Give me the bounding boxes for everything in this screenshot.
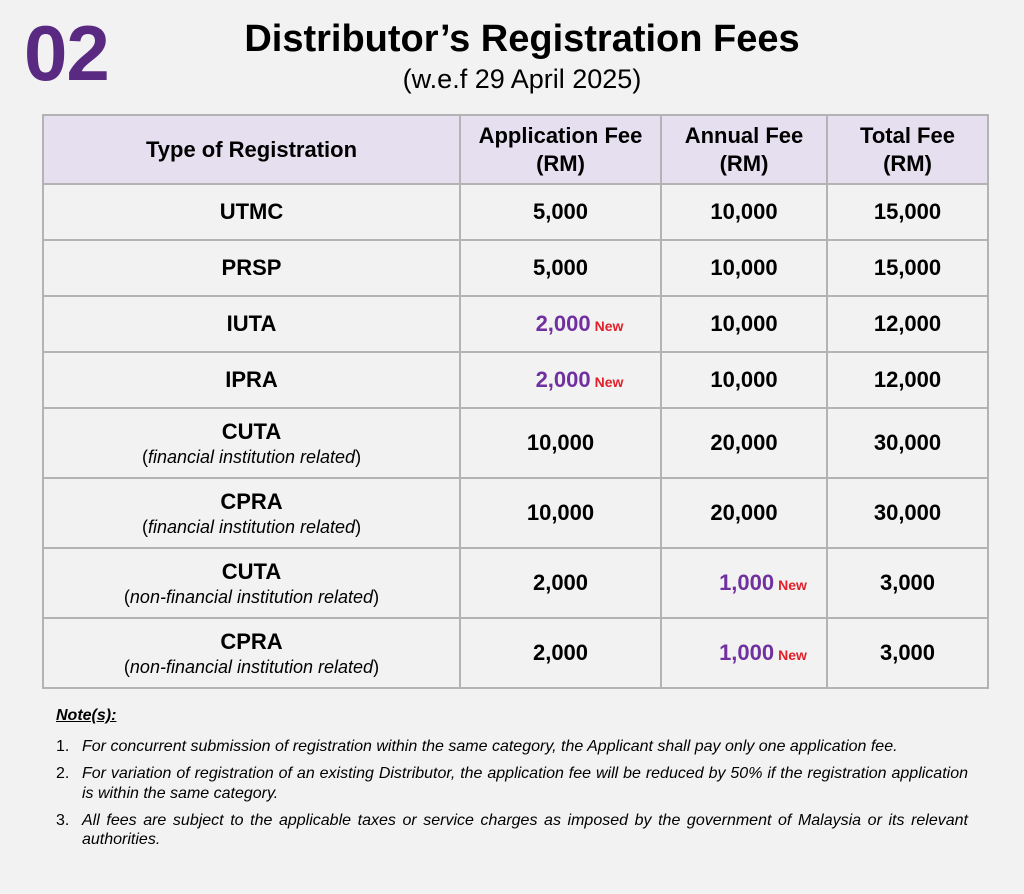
registration-type-note: (non-financial institution related) — [123, 656, 380, 677]
note-number: 2. — [56, 765, 70, 783]
note-item: 3. All fees are subject to the applicabl… — [56, 811, 968, 849]
cell-application-fee: 5,000 — [459, 239, 662, 297]
note-item: 1. For concurrent submission of registra… — [56, 737, 968, 756]
col-header-application-fee: Application Fee (RM) — [459, 114, 662, 185]
note-text: All fees are subject to the applicable t… — [82, 811, 968, 848]
cell-type: IPRA — [42, 351, 461, 409]
registration-type-note: (financial institution related) — [141, 516, 362, 537]
registration-type: IUTA — [226, 311, 277, 336]
col-header-unit: (RM) — [883, 150, 932, 176]
cell-annual-fee: 20,000 — [660, 477, 828, 549]
cell-total-fee: 15,000 — [826, 239, 989, 297]
note-text: For concurrent submission of registratio… — [82, 738, 898, 756]
cell-annual-fee: 10,000 — [660, 239, 828, 297]
table-row: PRSP 5,000 10,000 15,000 — [42, 239, 989, 297]
table-row: IUTA 2,000 New 10,000 12,000 — [42, 295, 989, 353]
cell-type: CUTA (non-financial institution related) — [42, 547, 461, 619]
new-fee-value: 1,000 — [719, 570, 775, 595]
cell-annual-fee: 10,000 — [660, 351, 828, 409]
cell-total-fee: 12,000 — [826, 351, 989, 409]
cell-application-fee: 2,000 New — [459, 295, 662, 353]
col-header-annual-fee: Annual Fee (RM) — [660, 114, 828, 185]
fees-table: Type of Registration Application Fee (RM… — [42, 114, 989, 689]
col-header-type: Type of Registration — [42, 114, 461, 185]
new-fee-value: 2,000 — [535, 367, 591, 392]
page-subtitle: (w.e.f 29 April 2025) — [402, 64, 642, 94]
col-header-label: Total Fee — [860, 123, 955, 148]
cell-type: IUTA — [42, 295, 461, 353]
cell-annual-fee: 1,000 New — [660, 547, 828, 619]
note-text: For variation of registration of an exis… — [82, 765, 968, 802]
cell-type: CPRA (non-financial institution related) — [42, 617, 461, 689]
registration-type-note-text: non-financial institution related — [129, 586, 374, 607]
cell-annual-fee: 1,000 New — [660, 617, 828, 689]
cell-application-fee: 2,000 — [459, 547, 662, 619]
table-row: CPRA (non-financial institution related)… — [42, 617, 989, 689]
registration-type: CUTA — [221, 558, 282, 584]
notes-title: Note(s): — [56, 707, 117, 724]
col-header-unit: (RM) — [719, 150, 769, 176]
table-row: CUTA (non-financial institution related)… — [42, 547, 989, 619]
cell-total-fee: 30,000 — [826, 477, 989, 549]
col-header-label: Type of Registration — [145, 136, 358, 162]
cell-application-fee: 10,000 — [459, 477, 662, 549]
col-header-label: Annual Fee — [684, 123, 804, 148]
registration-type-note-text: financial institution related — [147, 446, 356, 467]
col-header-total-fee: Total Fee (RM) — [826, 114, 989, 185]
note-number: 3. — [56, 811, 70, 829]
page-title: Distributor’s Registration Fees — [244, 18, 800, 60]
table-header-row: Type of Registration Application Fee (RM… — [42, 114, 989, 185]
table-row: CPRA (financial institution related) 10,… — [42, 477, 989, 549]
note-number: 1. — [56, 738, 70, 756]
registration-type: CPRA — [220, 628, 283, 654]
cell-application-fee: 2,000 New — [459, 351, 662, 409]
table-row: CUTA (financial institution related) 10,… — [42, 407, 989, 479]
cell-application-fee: 10,000 — [459, 407, 662, 479]
cell-type: UTMC — [42, 183, 461, 241]
cell-type: CUTA (financial institution related) — [42, 407, 461, 479]
cell-annual-fee: 20,000 — [660, 407, 828, 479]
col-header-unit: (RM) — [536, 150, 585, 176]
cell-total-fee: 3,000 — [826, 547, 989, 619]
table-row: UTMC 5,000 10,000 15,000 — [42, 183, 989, 241]
new-badge: New — [594, 374, 624, 390]
new-fee-value: 1,000 — [719, 640, 775, 665]
table-row: IPRA 2,000 New 10,000 12,000 — [42, 351, 989, 409]
registration-type: IPRA — [225, 367, 278, 392]
registration-type: UTMC — [219, 199, 284, 224]
registration-type-note-text: financial institution related — [147, 516, 356, 537]
new-fee-value: 2,000 — [535, 311, 591, 336]
cell-type: CPRA (financial institution related) — [42, 477, 461, 549]
registration-type: CUTA — [221, 418, 282, 444]
cell-application-fee: 5,000 — [459, 183, 662, 241]
cell-total-fee: 15,000 — [826, 183, 989, 241]
new-badge: New — [594, 318, 624, 334]
registration-type-note-text: non-financial institution related — [129, 656, 374, 677]
cell-annual-fee: 10,000 — [660, 183, 828, 241]
cell-application-fee: 2,000 — [459, 617, 662, 689]
new-badge: New — [778, 577, 807, 593]
cell-total-fee: 30,000 — [826, 407, 989, 479]
registration-type-note: (non-financial institution related) — [123, 586, 380, 607]
col-header-label: Application Fee — [478, 123, 643, 148]
registration-type: PRSP — [221, 255, 282, 280]
section-number: 02 — [24, 9, 110, 97]
cell-type: PRSP — [42, 239, 461, 297]
cell-annual-fee: 10,000 — [660, 295, 828, 353]
registration-type-note: (financial institution related) — [141, 446, 362, 467]
cell-total-fee: 12,000 — [826, 295, 989, 353]
notes-section: Note(s): 1. For concurrent submission of… — [56, 706, 968, 857]
cell-total-fee: 3,000 — [826, 617, 989, 689]
new-badge: New — [778, 647, 807, 663]
registration-type: CPRA — [220, 488, 283, 514]
note-item: 2. For variation of registration of an e… — [56, 764, 968, 802]
